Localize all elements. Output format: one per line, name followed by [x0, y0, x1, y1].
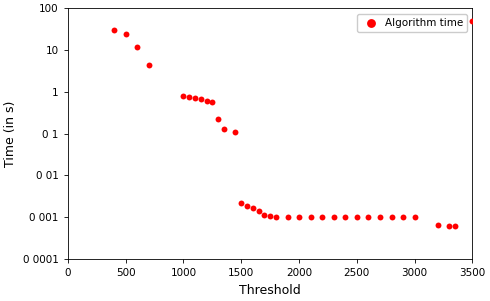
Point	[365, 215, 372, 220]
Point	[399, 215, 407, 220]
Point	[434, 223, 441, 228]
Point	[220, 126, 228, 131]
Y-axis label: Time (in s): Time (in s)	[4, 101, 18, 167]
Point	[353, 215, 361, 220]
Point	[342, 215, 349, 220]
X-axis label: Threshold: Threshold	[239, 284, 301, 296]
Point	[468, 19, 476, 23]
Point	[376, 215, 384, 220]
Point	[295, 215, 303, 220]
Point	[318, 215, 326, 220]
Point	[145, 62, 153, 67]
Point	[203, 98, 211, 103]
Point	[284, 215, 292, 220]
Point	[451, 224, 459, 229]
Point	[185, 95, 193, 100]
Point	[261, 212, 269, 217]
Point	[208, 99, 216, 104]
Point	[133, 45, 141, 49]
Point	[232, 129, 240, 134]
Point	[445, 223, 453, 228]
Point	[243, 203, 251, 208]
Point	[330, 215, 338, 220]
Point	[197, 97, 205, 101]
Point	[266, 213, 274, 218]
Point	[249, 205, 257, 210]
Point	[307, 215, 315, 220]
Point	[255, 209, 263, 213]
Point	[122, 31, 130, 36]
Point	[214, 117, 222, 122]
Point	[179, 94, 187, 98]
Point	[388, 215, 395, 220]
Legend: Algorithm time: Algorithm time	[357, 14, 467, 32]
Point	[411, 215, 418, 220]
Point	[272, 215, 280, 220]
Point	[237, 200, 245, 205]
Point	[110, 28, 118, 33]
Point	[191, 95, 199, 100]
